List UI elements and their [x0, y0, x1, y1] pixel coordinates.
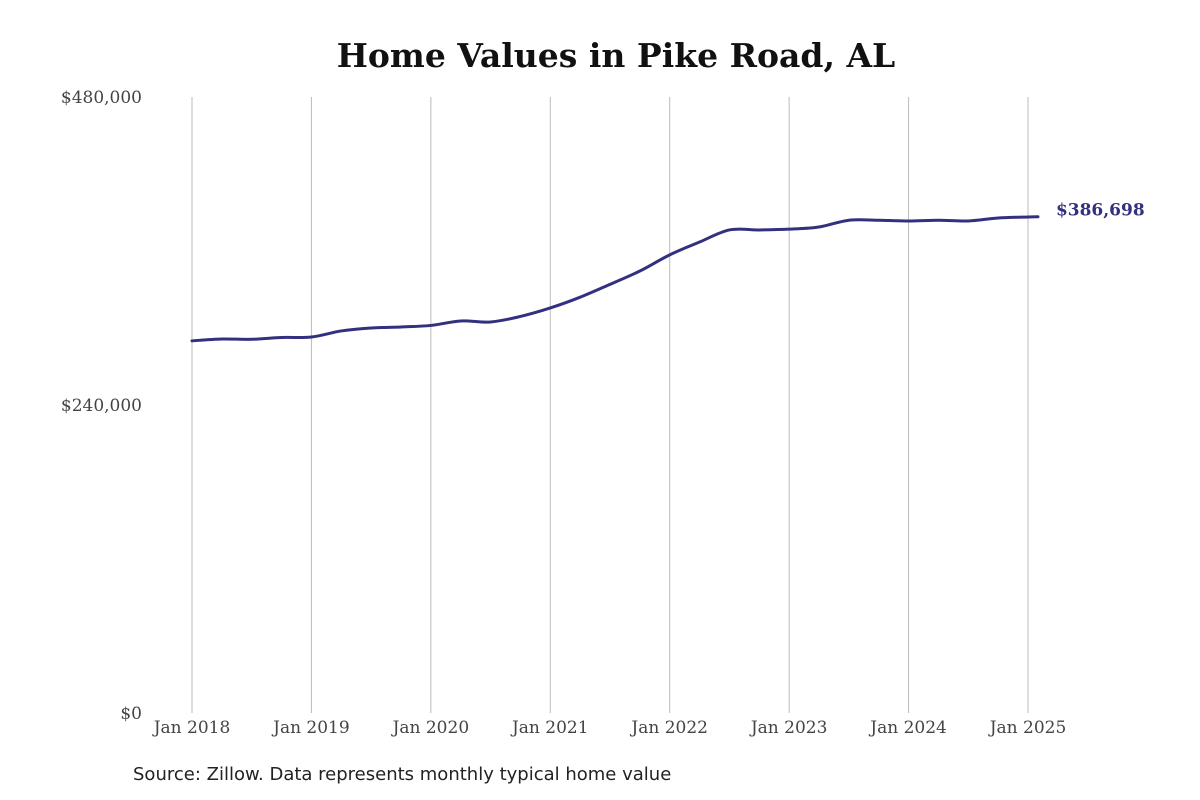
x-tick-label: Jan 2020 [391, 718, 470, 738]
x-tick-label: Jan 2018 [152, 718, 231, 738]
y-tick-label: $480,000 [61, 88, 142, 108]
y-tick-label: $0 [120, 704, 142, 724]
x-tick-label: Jan 2021 [510, 718, 589, 738]
x-tick-label: Jan 2019 [271, 718, 350, 738]
x-tick-label: Jan 2022 [629, 718, 708, 738]
x-tick-label: Jan 2024 [868, 718, 947, 738]
x-tick-label: Jan 2023 [749, 718, 828, 738]
chart-title: Home Values in Pike Road, AL [336, 36, 896, 75]
end-value-label: $386,698 [1056, 201, 1145, 221]
source-note: Source: Zillow. Data represents monthly … [133, 764, 672, 785]
y-tick-label: $240,000 [61, 396, 142, 416]
x-tick-label: Jan 2025 [988, 718, 1067, 738]
series-line [190, 215, 1040, 343]
